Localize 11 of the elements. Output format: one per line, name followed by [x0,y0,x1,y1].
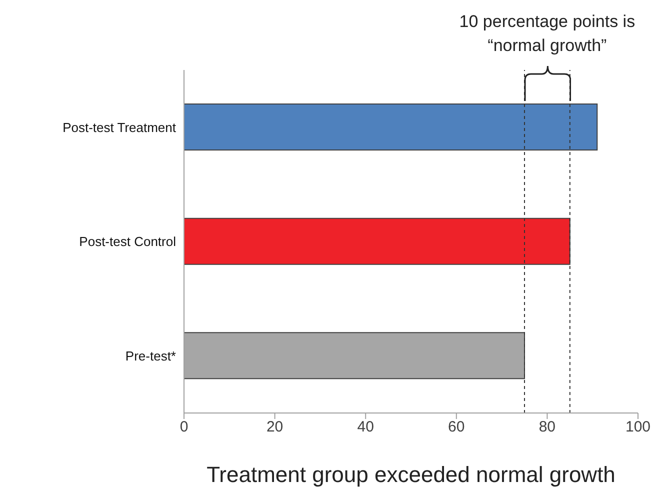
x-tick-label: 40 [357,418,374,436]
x-tick-label: 100 [625,418,651,436]
y-tick-label: Post-test Control [79,234,176,250]
x-tick-label: 80 [538,418,556,436]
y-tick-label: Post-test Treatment [62,120,176,135]
x-axis-title: Treatment group exceeded normal growth [206,462,616,487]
x-tick-label: 0 [180,418,188,436]
x-tick-label: 60 [448,418,465,436]
text: 10 percentage points is “normal growth” [458,11,636,57]
x-tick-label: 20 [266,418,284,436]
y-tick-label: Pre-test* [125,348,176,364]
